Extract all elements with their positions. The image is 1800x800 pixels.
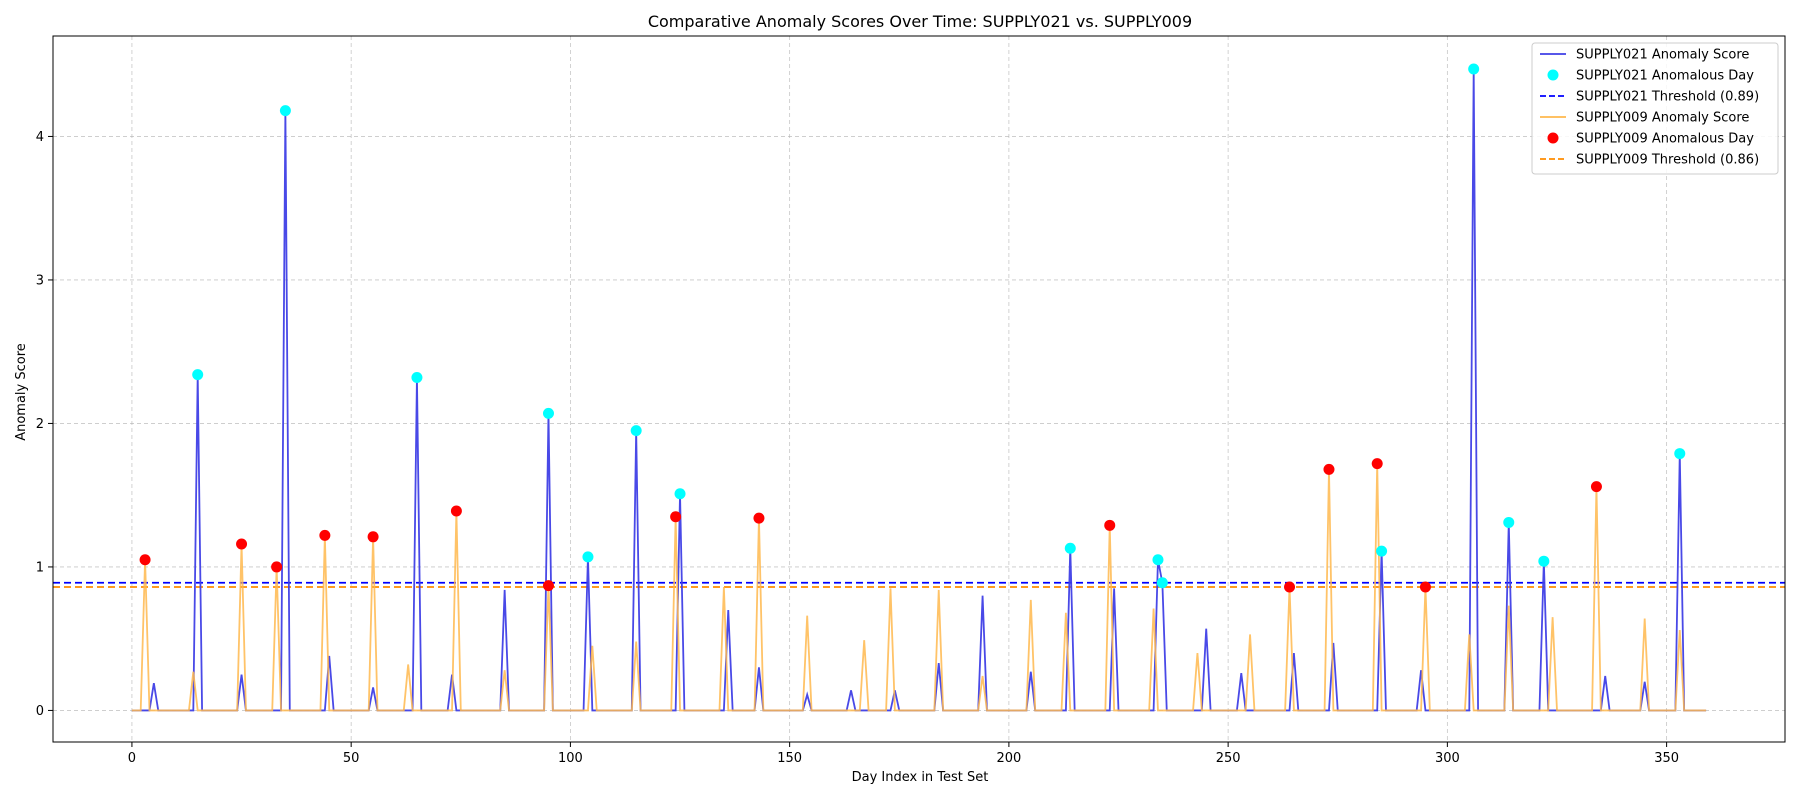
x-tick-label: 350 [1654,751,1679,766]
legend-supply009-threshold: SUPPLY009 Threshold (0.86) [1540,153,1759,168]
plot-frame [52,35,1786,743]
legend-supply021-anomalous: SUPPLY021 Anomalous Day [1547,69,1754,84]
supply021-anomaly-point [1538,555,1550,567]
supply009-anomaly-point [450,505,462,517]
supply009-anomaly-point [670,511,682,523]
supply009-anomaly-point [1104,519,1116,531]
supply021-anomaly-point [279,105,291,117]
supply021-score-line [131,68,1707,712]
supply009-anomaly-point [1284,581,1296,593]
y-tick-label: 4 [36,130,44,145]
legend-supply021-threshold: SUPPLY021 Threshold (0.89) [1540,90,1759,105]
supply009-anomaly-point [1419,581,1431,593]
chart-title: Comparative Anomaly Scores Over Time: SU… [648,12,1192,31]
supply009-anomaly-point [1371,458,1383,470]
y-tick-label: 0 [36,704,44,719]
supply021-anomaly-point [1156,577,1168,589]
supply021-anomaly-point [1503,516,1515,528]
legend-label: SUPPLY009 Threshold (0.86) [1576,153,1759,168]
supply021-anomaly-point [1468,63,1480,75]
x-tick-label: 200 [996,751,1021,766]
supply009-anomaly-point [139,554,151,566]
legend-items: SUPPLY021 Anomaly Score SUPPLY021 Anomalo… [1540,48,1759,168]
supply021-anomaly-point [1064,542,1076,554]
legend-supply009-score: SUPPLY009 Anomaly Score [1540,111,1749,126]
y-axis-label: Anomaly Score [14,343,29,441]
x-axis-label: Day Index in Test Set [852,770,989,785]
x-tick-label: 300 [1435,751,1460,766]
supply009-anomaly-point [367,531,379,543]
legend-label: SUPPLY021 Anomalous Day [1576,69,1754,84]
legend-swatch [1547,69,1559,81]
x-axis-ticks: 0 50 100 150 200 250 300 350 [128,742,1679,766]
supply009-anomaly-point [236,538,248,550]
legend-label: SUPPLY021 Threshold (0.89) [1576,90,1759,105]
supply009-anomaly-point [542,580,554,592]
supply009-score-line [131,463,1707,712]
legend: SUPPLY021 Anomaly Score SUPPLY021 Anomalo… [1531,42,1779,175]
supply009-anomaly-point [753,512,765,524]
grid-layer [53,36,1785,742]
supply021-anomaly-point [674,488,686,500]
threshold-layer [53,581,1785,588]
supply021-anomaly-point [411,372,423,384]
supply009-anomaly-point [1323,463,1335,475]
supply021-anomaly-point [1376,545,1388,557]
x-tick-label: 150 [777,751,802,766]
legend-supply009-anomalous: SUPPLY009 Anomalous Day [1547,132,1754,147]
x-tick-label: 100 [558,751,583,766]
supply021-markers [192,63,1686,589]
plot-area [131,63,1707,712]
supply021-anomaly-point [582,551,594,563]
supply021-anomaly-point [542,407,554,419]
legend-box [1531,42,1779,175]
y-tick-label: 3 [36,273,44,288]
y-tick-label: 2 [36,417,44,432]
legend-label: SUPPLY021 Anomaly Score [1576,48,1749,63]
supply021-anomaly-point [1152,554,1164,566]
supply009-anomaly-point [1590,481,1602,493]
x-tick-label: 250 [1216,751,1241,766]
supply009-anomaly-point [271,561,283,573]
legend-label: SUPPLY009 Anomaly Score [1576,111,1749,126]
x-tick-label: 0 [128,751,136,766]
x-tick-label: 50 [343,751,360,766]
y-axis-ticks: 0 1 2 3 4 [36,130,53,719]
supply021-anomaly-point [1674,448,1686,460]
legend-supply021-score: SUPPLY021 Anomaly Score [1540,48,1749,63]
supply009-anomaly-point [319,529,331,541]
legend-swatch [1547,132,1559,144]
supply021-anomaly-point [630,425,642,437]
supply021-anomaly-point [192,369,204,381]
legend-label: SUPPLY009 Anomalous Day [1576,132,1754,147]
y-tick-label: 1 [36,560,44,575]
supply009-markers [139,458,1602,593]
